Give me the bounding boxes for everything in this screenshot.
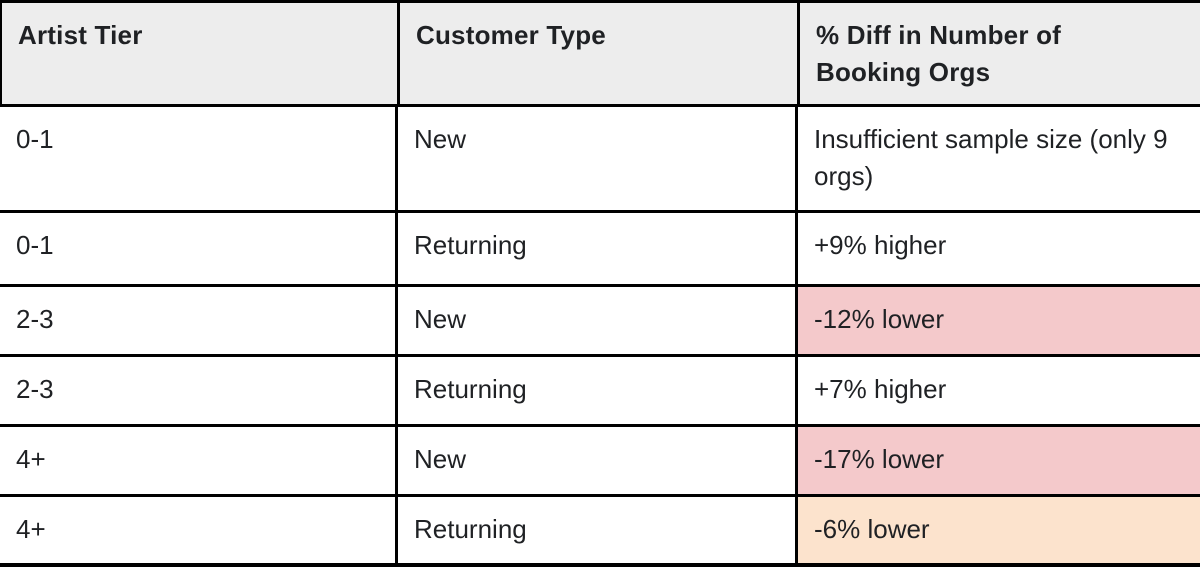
cell-text: New — [414, 304, 467, 334]
cell-customer-type[interactable]: Returning — [398, 213, 798, 284]
cell-text: Returning — [414, 514, 527, 544]
cell-text: +7% higher — [814, 374, 947, 404]
cell-customer-type[interactable]: Returning — [398, 497, 798, 563]
table-row: 0-1 Returning +9% higher — [0, 213, 1200, 287]
table-header-row: Artist Tier Customer Type % Diff in Numb… — [0, 3, 1200, 107]
cell-customer-type[interactable]: New — [398, 107, 798, 210]
cell-customer-type[interactable]: New — [398, 427, 798, 494]
table-row: 2-3 New -12% lower — [0, 287, 1200, 357]
cell-text: -6% lower — [814, 514, 930, 544]
cell-artist-tier[interactable]: 4+ — [0, 427, 398, 494]
cell-artist-tier[interactable]: 0-1 — [0, 107, 398, 210]
cell-artist-tier[interactable]: 4+ — [0, 497, 398, 563]
cell-text: +9% higher — [814, 230, 947, 260]
cell-text: 0-1 — [16, 230, 54, 260]
column-header-diff-booking-orgs[interactable]: % Diff in Number of Booking Orgs — [800, 3, 1200, 104]
cell-artist-tier[interactable]: 2-3 — [0, 357, 398, 424]
cell-text: New — [414, 444, 467, 474]
cell-artist-tier[interactable]: 0-1 — [0, 213, 398, 284]
cell-diff[interactable]: +9% higher — [798, 213, 1200, 284]
cell-diff[interactable]: Insufficient sample size (only 9 orgs) — [798, 107, 1200, 210]
cell-text: Returning — [414, 230, 527, 260]
cell-customer-type[interactable]: Returning — [398, 357, 798, 424]
table-row: 4+ Returning -6% lower — [0, 497, 1200, 567]
cell-text: -12% lower — [814, 304, 945, 334]
table-row: 4+ New -17% lower — [0, 427, 1200, 497]
column-header-customer-type[interactable]: Customer Type — [400, 3, 800, 104]
cell-text: New — [414, 124, 467, 154]
column-header-label: Artist Tier — [18, 20, 143, 50]
cell-text: 2-3 — [16, 374, 54, 404]
cell-artist-tier[interactable]: 2-3 — [0, 287, 398, 354]
column-header-label: Customer Type — [416, 20, 606, 50]
table-row: 0-1 New Insufficient sample size (only 9… — [0, 107, 1200, 213]
cell-customer-type[interactable]: New — [398, 287, 798, 354]
cell-text: 4+ — [16, 514, 46, 544]
cell-diff-highlighted[interactable]: -12% lower — [798, 287, 1200, 354]
cell-text: Returning — [414, 374, 527, 404]
column-header-label: % Diff in Number of Booking Orgs — [816, 20, 1062, 87]
cell-text: -17% lower — [814, 444, 945, 474]
cell-diff[interactable]: +7% higher — [798, 357, 1200, 424]
cell-text: Insufficient sample size (only 9 orgs) — [814, 124, 1168, 191]
cell-diff-highlighted[interactable]: -6% lower — [798, 497, 1200, 563]
cell-diff-highlighted[interactable]: -17% lower — [798, 427, 1200, 494]
table-row: 2-3 Returning +7% higher — [0, 357, 1200, 427]
cell-text: 4+ — [16, 444, 46, 474]
cell-text: 2-3 — [16, 304, 54, 334]
column-header-artist-tier[interactable]: Artist Tier — [2, 3, 400, 104]
cell-text: 0-1 — [16, 124, 54, 154]
